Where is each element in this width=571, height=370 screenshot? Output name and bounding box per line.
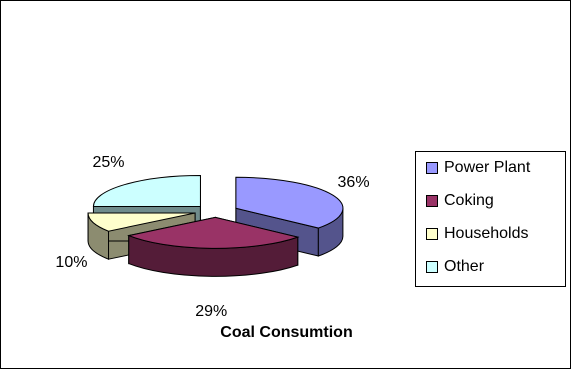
chart-title: Coal Consumtion xyxy=(220,324,353,341)
legend-swatch xyxy=(426,162,438,174)
slice-households xyxy=(87,212,196,232)
legend-label: Other xyxy=(444,258,485,275)
slice-coking xyxy=(127,216,300,249)
slice-power-plant xyxy=(235,176,344,229)
legend-swatch xyxy=(426,195,438,207)
legend: Power Plant Coking Households Other xyxy=(415,151,566,287)
data-label-power-plant: 36% xyxy=(338,174,370,191)
legend-item-power-plant: Power Plant xyxy=(426,158,530,178)
legend-label: Power Plant xyxy=(444,159,531,176)
legend-item-coking: Coking xyxy=(426,191,494,211)
legend-label: Coking xyxy=(444,192,494,209)
data-label-other: 25% xyxy=(93,154,125,171)
legend-swatch xyxy=(426,261,438,273)
data-label-households: 10% xyxy=(55,254,87,271)
slice-other xyxy=(92,174,201,207)
legend-item-other: Other xyxy=(426,257,484,277)
legend-item-households: Households xyxy=(426,224,529,244)
legend-swatch xyxy=(426,228,438,240)
legend-label: Households xyxy=(444,225,529,242)
data-label-coking: 29% xyxy=(195,303,227,320)
